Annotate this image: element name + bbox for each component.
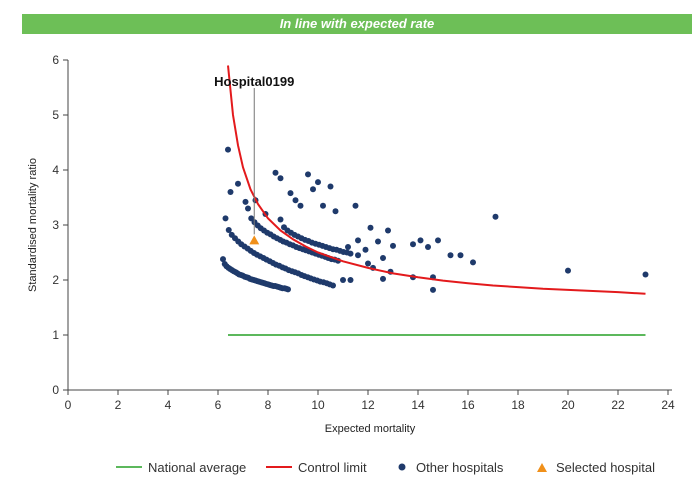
- x-tick-label: 18: [511, 398, 525, 412]
- selected-hospital-point[interactable]: [249, 235, 260, 245]
- x-tick-label: 12: [361, 398, 375, 412]
- other-hospital-point[interactable]: [332, 208, 339, 215]
- other-hospital-point[interactable]: [235, 180, 241, 187]
- legend-item-national-average[interactable]: National average: [116, 460, 246, 475]
- legend-label-other-hospitals: Other hospitals: [416, 460, 504, 475]
- control-limit-line: [227, 65, 646, 295]
- other-hospital-point[interactable]: [367, 224, 374, 231]
- control-limit-series: [227, 65, 646, 295]
- other-hospital-point[interactable]: [225, 146, 231, 153]
- x-axis-label: Expected mortality: [325, 423, 416, 435]
- other-hospital-point[interactable]: [327, 183, 334, 190]
- other-hospital-point[interactable]: [287, 190, 294, 197]
- other-hospital-point[interactable]: [492, 213, 499, 220]
- other-hospital-point[interactable]: [285, 286, 291, 293]
- x-tick-label: 0: [65, 398, 72, 412]
- other-hospital-point[interactable]: [375, 238, 381, 245]
- other-hospital-point[interactable]: [430, 286, 436, 293]
- x-tick-label: 22: [611, 398, 625, 412]
- x-tick-label: 8: [265, 398, 272, 412]
- other-hospital-point[interactable]: [315, 179, 321, 186]
- other-hospital-point[interactable]: [470, 259, 476, 266]
- legend-label-national-average: National average: [148, 460, 246, 475]
- selected-hospital-series: [249, 235, 260, 245]
- other-hospital-point[interactable]: [425, 244, 431, 250]
- other-hospital-point[interactable]: [245, 205, 251, 212]
- legend-swatch-selected-hospital: [537, 463, 547, 472]
- y-tick-label: 5: [52, 108, 59, 122]
- y-tick-label: 2: [52, 273, 59, 287]
- other-hospital-point[interactable]: [380, 275, 386, 282]
- other-hospital-point[interactable]: [297, 202, 304, 209]
- other-hospital-point[interactable]: [320, 202, 326, 209]
- other-hospital-point[interactable]: [310, 186, 316, 193]
- y-tick-label: 1: [52, 328, 59, 342]
- other-hospital-point[interactable]: [345, 244, 351, 250]
- other-hospital-point[interactable]: [330, 282, 336, 289]
- legend-label-selected-hospital: Selected hospital: [556, 460, 655, 475]
- y-tick-label: 6: [52, 53, 59, 67]
- other-hospital-point[interactable]: [355, 252, 361, 259]
- x-ticks: 0 2 4 6 8 10 12 14 16 18 20 22 24: [65, 390, 675, 412]
- legend-label-control-limit: Control limit: [298, 460, 367, 475]
- x-tick-label: 14: [411, 398, 425, 412]
- other-hospital-point[interactable]: [242, 198, 249, 205]
- other-hospital-point[interactable]: [390, 242, 396, 249]
- y-tick-label: 3: [52, 218, 59, 232]
- x-tick-label: 24: [661, 398, 675, 412]
- y-axis-label: Standardised mortality ratio: [27, 158, 39, 292]
- x-tick-label: 2: [115, 398, 122, 412]
- other-hospital-point[interactable]: [435, 237, 441, 244]
- other-hospital-point[interactable]: [225, 226, 232, 233]
- other-hospital-point[interactable]: [380, 255, 386, 261]
- other-hospital-point[interactable]: [457, 252, 464, 259]
- callout-label: Hospital0199: [214, 74, 294, 89]
- other-hospital-point[interactable]: [417, 237, 424, 244]
- y-ticks: 0 1 2 3 4 5 6: [52, 53, 68, 397]
- other-hospital-point[interactable]: [385, 227, 391, 234]
- other-hospital-point[interactable]: [565, 267, 571, 274]
- x-tick-label: 10: [311, 398, 325, 412]
- other-hospital-point[interactable]: [347, 250, 354, 257]
- hospital-callout: Hospital0199: [214, 74, 294, 235]
- x-tick-label: 6: [215, 398, 222, 412]
- other-hospital-point[interactable]: [292, 197, 299, 204]
- x-tick-label: 16: [461, 398, 475, 412]
- other-hospital-point[interactable]: [365, 260, 371, 267]
- other-hospital-point[interactable]: [227, 189, 234, 195]
- other-hospitals-series: [220, 146, 649, 293]
- other-hospital-point[interactable]: [362, 246, 369, 253]
- other-hospital-point[interactable]: [277, 216, 284, 223]
- legend-item-control-limit[interactable]: Control limit: [266, 460, 367, 475]
- other-hospital-point[interactable]: [340, 277, 346, 283]
- x-tick-label: 4: [165, 398, 172, 412]
- legend-swatch-other-hospitals: [398, 463, 406, 471]
- other-hospital-point[interactable]: [347, 277, 354, 283]
- other-hospital-point[interactable]: [305, 171, 311, 178]
- legend-item-other-hospitals[interactable]: Other hospitals: [398, 460, 504, 475]
- other-hospital-point[interactable]: [355, 237, 361, 244]
- y-tick-label: 0: [52, 383, 59, 397]
- status-banner: In line with expected rate: [22, 14, 692, 34]
- other-hospital-point[interactable]: [352, 202, 359, 209]
- other-hospital-point[interactable]: [272, 169, 279, 176]
- x-tick-label: 20: [561, 398, 575, 412]
- other-hospital-point[interactable]: [447, 252, 454, 259]
- legend-item-selected-hospital[interactable]: Selected hospital: [537, 460, 655, 475]
- legend: National average Control limit Other hos…: [116, 460, 655, 475]
- other-hospital-point[interactable]: [222, 215, 229, 222]
- other-hospital-point[interactable]: [642, 271, 649, 278]
- other-hospital-point[interactable]: [220, 256, 226, 263]
- other-hospital-point[interactable]: [277, 175, 284, 182]
- y-tick-label: 4: [52, 163, 59, 177]
- other-hospital-point[interactable]: [410, 241, 416, 248]
